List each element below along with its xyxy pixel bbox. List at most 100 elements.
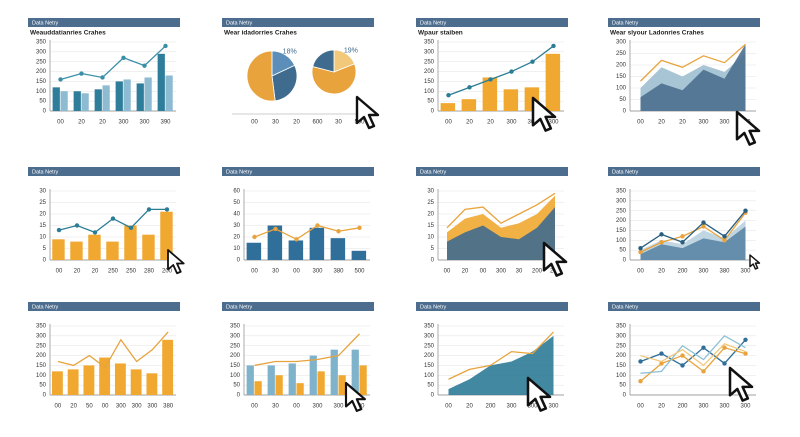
- x-tick-label: 300: [496, 269, 507, 275]
- bar: [124, 225, 137, 260]
- line-point: [680, 363, 685, 368]
- chart-panel: Data Netry 00 20 20 250 250 280 200 0 5 10 15 20 25 30: [28, 167, 180, 275]
- pie-slice: [311, 63, 357, 95]
- y-tick-label: 200: [36, 353, 47, 359]
- y-tick-label: 300: [36, 49, 47, 55]
- y-tick-label: 50: [39, 383, 46, 389]
- panel-header-text: Data Netry: [226, 20, 253, 26]
- y-tick-label: 350: [230, 324, 241, 330]
- y-tick-label: 0: [623, 393, 627, 399]
- y-tick-label: 0: [431, 393, 435, 399]
- y-tick-label: 30: [39, 189, 46, 195]
- y-tick-label: 30: [233, 223, 240, 229]
- y-tick-label: 150: [230, 363, 241, 369]
- line: [640, 43, 746, 82]
- y-tick-label: 350: [616, 324, 627, 330]
- area: [640, 226, 746, 260]
- y-tick-label: 250: [616, 208, 627, 214]
- cursor-icon: [531, 96, 557, 132]
- line-point: [163, 43, 168, 49]
- chart-panel: Data Netry 00 20 200 300 380 300 0 50 100 150 200 25…: [608, 167, 760, 275]
- bar: [81, 93, 89, 111]
- y-tick-label: 50: [427, 383, 434, 389]
- x-tick-label: 300: [132, 404, 143, 410]
- x-tick-label: 20: [658, 269, 665, 275]
- bar: [70, 241, 83, 260]
- line-point: [743, 351, 748, 356]
- line-point: [680, 234, 685, 239]
- line-point: [551, 43, 556, 49]
- x-tick-label: 00: [637, 269, 644, 275]
- line-point: [722, 345, 727, 350]
- line: [446, 192, 556, 229]
- line-point: [659, 361, 664, 366]
- line: [58, 208, 167, 234]
- bar: [115, 81, 123, 111]
- y-tick-label: 200: [36, 69, 47, 75]
- x-tick-label: 300: [527, 404, 538, 410]
- line-point: [701, 345, 706, 350]
- bar: [162, 339, 174, 395]
- bar: [102, 85, 110, 111]
- y-tick-label: 100: [36, 373, 47, 379]
- y-tick-label: 350: [616, 189, 627, 195]
- panel-header: [222, 302, 374, 311]
- y-tick-label: 15: [427, 223, 434, 229]
- panel-header-text: Data Netry: [420, 169, 447, 175]
- pie-slice: [246, 50, 276, 102]
- bar: [52, 239, 65, 260]
- y-tick-label: 300: [616, 198, 627, 204]
- x-tick-label: 500: [354, 120, 365, 126]
- bar: [88, 234, 101, 260]
- y-tick-label: 250: [424, 59, 435, 65]
- line: [640, 335, 746, 374]
- x-tick-label: 300: [698, 120, 709, 126]
- x-tick-label: 00: [57, 120, 64, 126]
- y-tick-label: 200: [230, 353, 241, 359]
- y-tick-label: 300: [424, 333, 435, 339]
- y-tick-label: 10: [233, 246, 240, 252]
- x-tick-label: 300: [548, 404, 559, 410]
- x-tick-label: 380: [163, 404, 174, 410]
- panel-header-text: Data Netry: [420, 304, 447, 310]
- line-point: [74, 223, 80, 228]
- x-tick-label: 00: [251, 269, 258, 275]
- line-point: [294, 237, 299, 242]
- x-tick-label: 250: [126, 269, 137, 275]
- chart-title: Weauddatianries Crahes: [30, 30, 106, 37]
- pie-label: 19%: [344, 47, 358, 54]
- line-point: [92, 230, 98, 235]
- y-tick-label: 25: [39, 200, 46, 206]
- line-point: [743, 208, 748, 213]
- x-tick-label: 20: [487, 120, 494, 126]
- y-tick-label: 0: [43, 109, 47, 115]
- bar: [309, 227, 325, 260]
- x-tick-label: 00: [55, 404, 62, 410]
- line: [640, 212, 747, 253]
- x-tick-label: 00: [445, 404, 452, 410]
- line-point: [638, 249, 643, 255]
- y-tick-label: 20: [427, 212, 434, 218]
- line-point: [722, 234, 727, 239]
- bar: [51, 371, 63, 395]
- x-tick-label: 30: [272, 120, 279, 126]
- cursor-icon: [344, 381, 366, 412]
- bar: [330, 238, 346, 260]
- line-point: [467, 85, 472, 90]
- y-tick-label: 150: [424, 79, 435, 85]
- y-tick-label: 0: [237, 393, 241, 399]
- cursor-icon: [542, 241, 568, 277]
- bar: [144, 77, 152, 111]
- line: [640, 342, 746, 367]
- y-tick-label: 0: [623, 109, 627, 115]
- x-tick-label: 300: [147, 404, 158, 410]
- panel-header: [608, 167, 760, 176]
- line-point: [701, 220, 706, 225]
- line-point: [252, 234, 257, 240]
- bar: [461, 99, 477, 111]
- y-tick-label: 50: [39, 99, 46, 105]
- x-tick-label: 250: [108, 269, 119, 275]
- x-tick-label: 380: [719, 269, 730, 275]
- panel-header-text: Data Netry: [420, 20, 447, 26]
- line-point: [100, 75, 105, 80]
